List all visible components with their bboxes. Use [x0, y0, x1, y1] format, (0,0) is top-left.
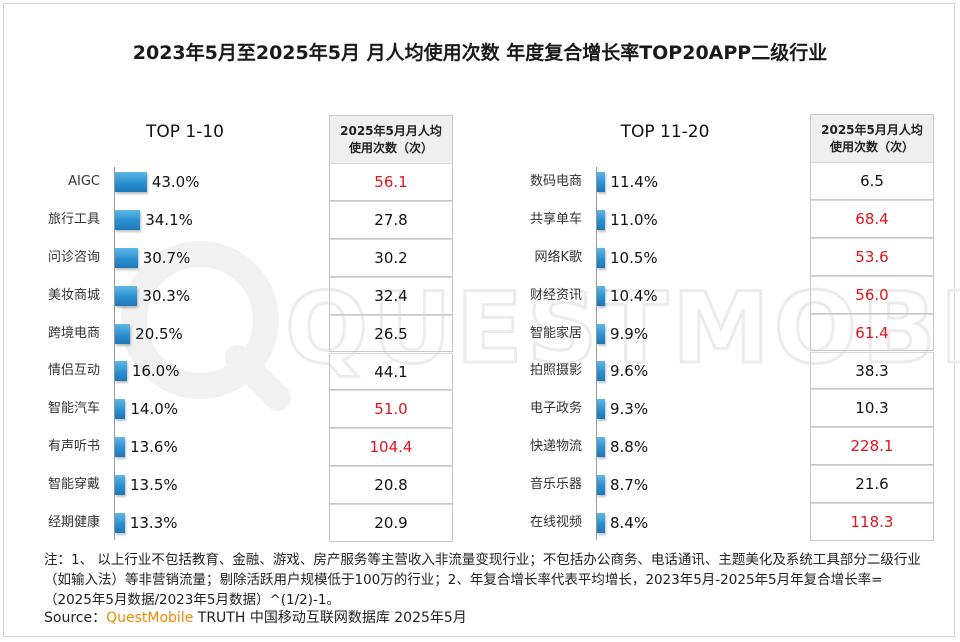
- bar: [597, 171, 606, 192]
- page-title: 2023年5月至2025年5月 月人均使用次数 年度复合增长率TOP20APP二…: [132, 42, 828, 64]
- data-label: 11.4%: [610, 172, 659, 191]
- category-label: 共享单车: [529, 211, 582, 227]
- table-cell: 53.6: [810, 237, 934, 276]
- data-label: 20.5%: [135, 324, 183, 343]
- category-label: 有声听书: [47, 439, 100, 455]
- table-cell: 104.4: [329, 428, 453, 467]
- bar: [115, 437, 126, 458]
- table-cell: 68.4: [810, 199, 934, 238]
- data-label: 13.3%: [129, 514, 178, 533]
- column-header-line1: 2025年5月月人均: [340, 124, 442, 138]
- source-rest: TRUTH 中国移动互联网数据库 2025年5月: [193, 610, 467, 626]
- table-cell: 228.1: [810, 427, 934, 466]
- data-label: 30.3%: [142, 286, 191, 305]
- table-cell: 6.5: [810, 162, 934, 200]
- column-header-left: 2025年5月月人均 使用次数（次）: [329, 115, 453, 163]
- bar: [597, 437, 605, 458]
- table-cell: 27.8: [329, 200, 453, 239]
- table-cell: 61.4: [810, 313, 934, 352]
- data-label: 14.0%: [130, 400, 179, 419]
- category-label: 音乐乐器: [529, 477, 582, 493]
- y-axis-line: [114, 167, 115, 540]
- column-header-right: 2025年5月月人均 使用次数（次）: [810, 114, 934, 162]
- category-label: 经期健康: [47, 515, 100, 531]
- column-header-line2: 使用次数（次）: [829, 140, 914, 154]
- category-label: 数码电商: [529, 173, 582, 189]
- category-label: 拍照摄影: [529, 363, 582, 379]
- source-line: Source：QuestMobile TRUTH 中国移动互联网数据库 2025…: [44, 607, 467, 627]
- category-label: 情侣互动: [47, 363, 100, 379]
- table-cell: 56.1: [329, 163, 453, 201]
- bar: [115, 513, 125, 534]
- table-cell: 26.5: [329, 314, 453, 353]
- table-cell: 118.3: [810, 503, 934, 541]
- category-label: 美妆商城: [47, 287, 100, 303]
- table-cell: 10.3: [810, 389, 934, 428]
- data-label: 13.5%: [129, 476, 178, 495]
- data-label: 43.0%: [151, 172, 200, 191]
- category-label: 电子政务: [529, 401, 582, 417]
- bar: [597, 285, 605, 306]
- table-cell: 51.0: [329, 390, 453, 429]
- bar: [597, 323, 605, 344]
- bar: [597, 247, 605, 268]
- category-label: 智能家居: [529, 325, 582, 341]
- footnote: 注：1、 以上行业不包括教育、金融、游戏、房产服务等主营收入非流量变现行业；不包…: [44, 552, 921, 608]
- chart-frame: [3, 3, 955, 637]
- category-label: 旅行工具: [47, 211, 100, 227]
- table-cell: 20.8: [329, 466, 453, 505]
- table-cell: 20.9: [329, 504, 453, 542]
- bar: [597, 399, 605, 420]
- data-label: 9.3%: [610, 400, 649, 419]
- category-label: 财经资讯: [529, 287, 582, 303]
- data-label: 13.6%: [130, 438, 178, 457]
- data-label: 8.8%: [610, 438, 649, 457]
- category-label: AIGC: [68, 173, 100, 189]
- category-label: 网络K歌: [534, 249, 582, 265]
- bar: [597, 361, 605, 382]
- bar: [115, 323, 131, 344]
- data-label: 9.6%: [610, 362, 649, 381]
- column-header-line2: 使用次数（次）: [348, 141, 433, 155]
- data-label: 10.5%: [610, 248, 658, 267]
- category-label: 智能汽车: [47, 401, 100, 417]
- bar: [597, 513, 605, 534]
- data-label: 30.7%: [142, 248, 191, 267]
- category-label: 问诊咨询: [47, 249, 100, 265]
- bar: [115, 209, 141, 230]
- y-axis-line: [596, 167, 597, 540]
- table-cell: 56.0: [810, 275, 934, 314]
- panel-title-top11-20: TOP 11-20: [620, 122, 710, 142]
- bar: [115, 399, 126, 420]
- bar: [115, 475, 125, 496]
- category-label: 快递物流: [529, 439, 582, 455]
- table-cell: 44.1: [329, 352, 453, 391]
- bar: [115, 361, 127, 382]
- data-label: 8.4%: [610, 514, 649, 533]
- table-cell: 30.2: [329, 238, 453, 277]
- category-label: 跨境电商: [47, 325, 100, 341]
- table-cell: 38.3: [810, 351, 934, 390]
- bar: [115, 285, 138, 306]
- column-header-line1: 2025年5月月人均: [821, 123, 923, 137]
- source-brand: QuestMobile: [106, 610, 194, 626]
- bar: [597, 475, 605, 496]
- bar: [115, 171, 147, 192]
- category-label: 在线视频: [529, 515, 582, 531]
- data-label: 9.9%: [610, 324, 649, 343]
- bar: [597, 209, 606, 230]
- panel-title-top1-10: TOP 1-10: [145, 122, 224, 142]
- bar: [115, 247, 138, 268]
- table-cell: 21.6: [810, 465, 934, 504]
- category-label: 智能穿戴: [47, 477, 100, 493]
- data-label: 10.4%: [610, 286, 658, 305]
- source-label: Source：: [44, 610, 107, 626]
- data-label: 8.7%: [610, 476, 649, 495]
- table-cell: 32.4: [329, 276, 453, 315]
- data-label: 11.0%: [610, 210, 658, 229]
- data-label: 34.1%: [145, 210, 193, 229]
- data-label: 16.0%: [131, 362, 180, 381]
